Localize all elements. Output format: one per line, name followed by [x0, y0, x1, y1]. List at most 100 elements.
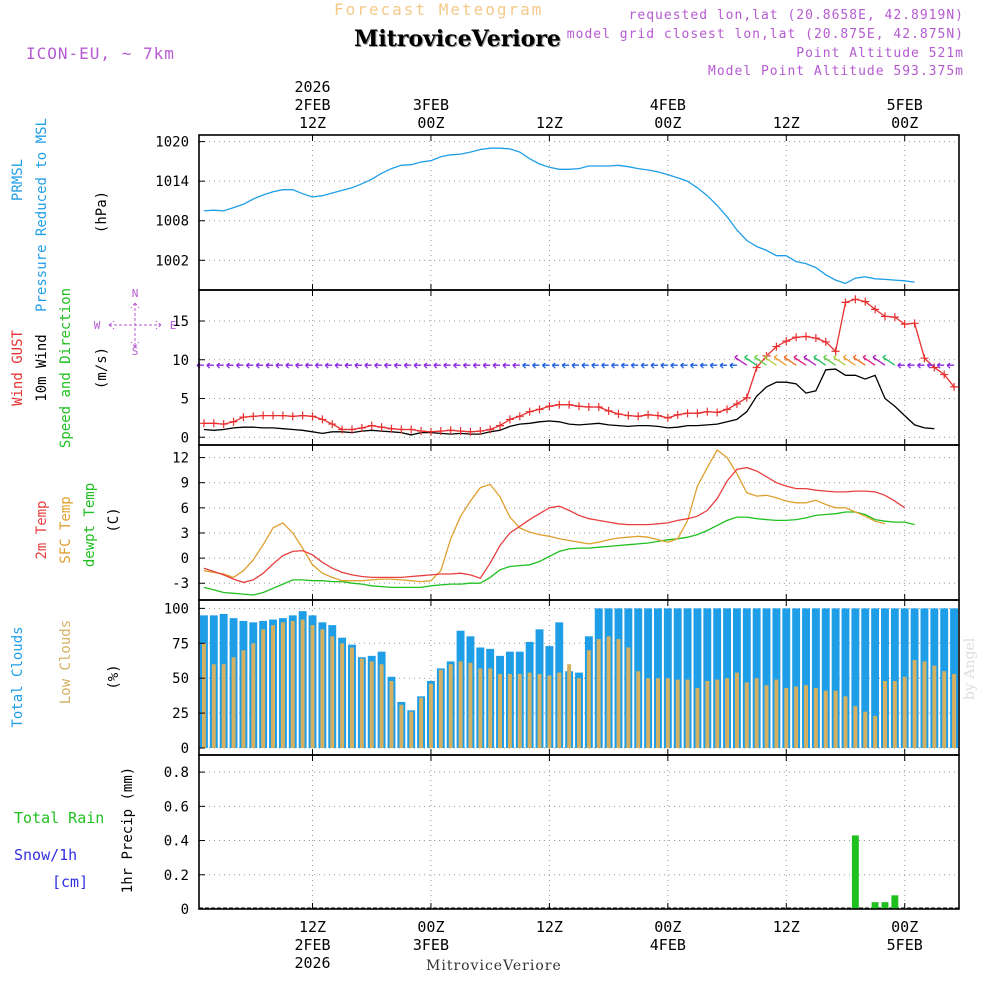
wind-direction-arrow [512, 362, 520, 369]
2m-temp-line [203, 466, 906, 584]
panel-frame [198, 754, 960, 910]
low-cloud-bar [892, 680, 897, 749]
data-layer [108, 147, 959, 909]
time-label-top: 2FEB [294, 96, 330, 114]
total-cloud-bar [861, 608, 870, 749]
wind-direction-arrow [852, 354, 866, 366]
wind-direction-arrow [453, 362, 461, 369]
wind-gust-marker [584, 403, 593, 412]
y-tick-label: 1014 [155, 174, 189, 190]
total-cloud-bar [821, 608, 830, 749]
wind-direction-arrow [946, 362, 955, 369]
low-cloud-bar [330, 636, 335, 749]
low-cloud-label: Low Clouds [58, 620, 74, 704]
wind-direction-arrow [314, 362, 323, 369]
pressure-unit: (hPa) [94, 191, 110, 233]
wind-gust-marker [673, 410, 682, 419]
wind-direction-arrow [403, 362, 412, 369]
wind-direction-arrow [541, 362, 550, 369]
pressure-line [203, 147, 915, 285]
wind-direction-arrow [936, 362, 945, 369]
compass-north: N [132, 287, 139, 300]
wind-direction-arrow [364, 362, 372, 369]
total-cloud-bar [802, 608, 810, 749]
wind-direction-arrow [689, 362, 698, 369]
time-label-top: 12Z [536, 114, 563, 132]
surface-temp-line [203, 449, 886, 583]
wind-direction-arrow [729, 362, 737, 369]
wind-direction-arrow [907, 362, 915, 369]
wind-speed-line [203, 368, 935, 436]
wind-direction-arrow [226, 362, 234, 369]
low-cloud-bar [369, 661, 374, 749]
low-cloud-bar [804, 685, 808, 749]
y-tick-label: 0 [181, 551, 189, 567]
time-label-top: 12Z [773, 114, 800, 132]
wind-gust-marker [890, 313, 899, 322]
point-altitude: Point Altitude 521m [796, 46, 964, 61]
time-label-top: 00Z [417, 114, 444, 132]
low-cloud-bar [547, 675, 552, 749]
y-tick-label: -3 [172, 576, 189, 592]
low-cloud-bar [833, 690, 838, 749]
wind-direction-arrow [374, 362, 382, 369]
precip-bar [871, 902, 879, 909]
wind-gust-marker [604, 406, 613, 415]
time-label-top: 4FEB [650, 96, 686, 114]
low-cloud-bar [922, 661, 927, 749]
y-tick-label: 0 [181, 741, 189, 757]
precip-bar [881, 902, 889, 909]
low-cloud-bar [774, 679, 779, 749]
low-cloud-bar [280, 622, 285, 749]
wind-label: 10m Wind [34, 334, 50, 401]
wind-direction-arrow [393, 362, 402, 369]
wind-gust-marker [880, 312, 889, 321]
precip-legend-snow: Snow/1h [14, 846, 77, 864]
watermark: by Angel [962, 637, 978, 700]
wind-direction-arrow [522, 362, 530, 369]
y-tick-label: 10 [172, 353, 189, 369]
low-cloud-bar [794, 686, 799, 749]
wind-direction-arrow [719, 362, 728, 369]
time-label-bottom: 00Z [417, 918, 444, 936]
wind-direction-arrow [650, 362, 658, 369]
total-cloud-bar [831, 608, 840, 749]
compass-rose [108, 302, 162, 348]
wind-gust-marker [940, 370, 949, 379]
wind-gust-marker [683, 409, 692, 418]
low-cloud-bar [231, 657, 236, 749]
wind-direction-arrow [813, 354, 827, 366]
panel-frame [198, 289, 960, 446]
closest-coordinates: model grid closest lon,lat (20.875E, 42.… [566, 27, 964, 42]
wind-gust-marker [831, 347, 840, 356]
low-cloud-bar [843, 696, 848, 749]
y-tick-label: 6 [181, 501, 189, 517]
wind-gust-marker [575, 402, 583, 411]
low-cloud-bar [646, 678, 651, 749]
wind-direction-arrow [611, 362, 619, 369]
wind-gust-marker [367, 421, 376, 430]
low-cloud-bar [438, 669, 443, 749]
wind-gust-marker [703, 407, 712, 416]
frames-layer [198, 134, 960, 910]
pressure-label: PRMSL [10, 159, 26, 201]
low-cloud-bar [241, 650, 246, 749]
total-cloud-label: Total Clouds [10, 626, 26, 727]
dewpoint-line [203, 511, 915, 596]
wind-gust-marker [821, 337, 830, 346]
wind-gust-marker [802, 332, 811, 341]
low-cloud-bar [527, 672, 532, 749]
wind-gust-marker [634, 412, 643, 421]
y-tick-label: 12 [172, 451, 189, 467]
wind-direction-arrow [324, 362, 333, 369]
wind-direction-arrow [680, 362, 688, 369]
low-cloud-bar [537, 674, 542, 749]
low-cloud-bar [458, 661, 463, 749]
low-cloud-bar [715, 679, 720, 749]
low-cloud-bar [379, 664, 384, 749]
model-label: ICON-EU, ~ 7km [26, 44, 175, 63]
grid-layer [199, 135, 959, 910]
wind-direction-arrow [793, 354, 807, 366]
wind-direction-arrow [699, 362, 708, 369]
low-cloud-bar [606, 636, 611, 749]
